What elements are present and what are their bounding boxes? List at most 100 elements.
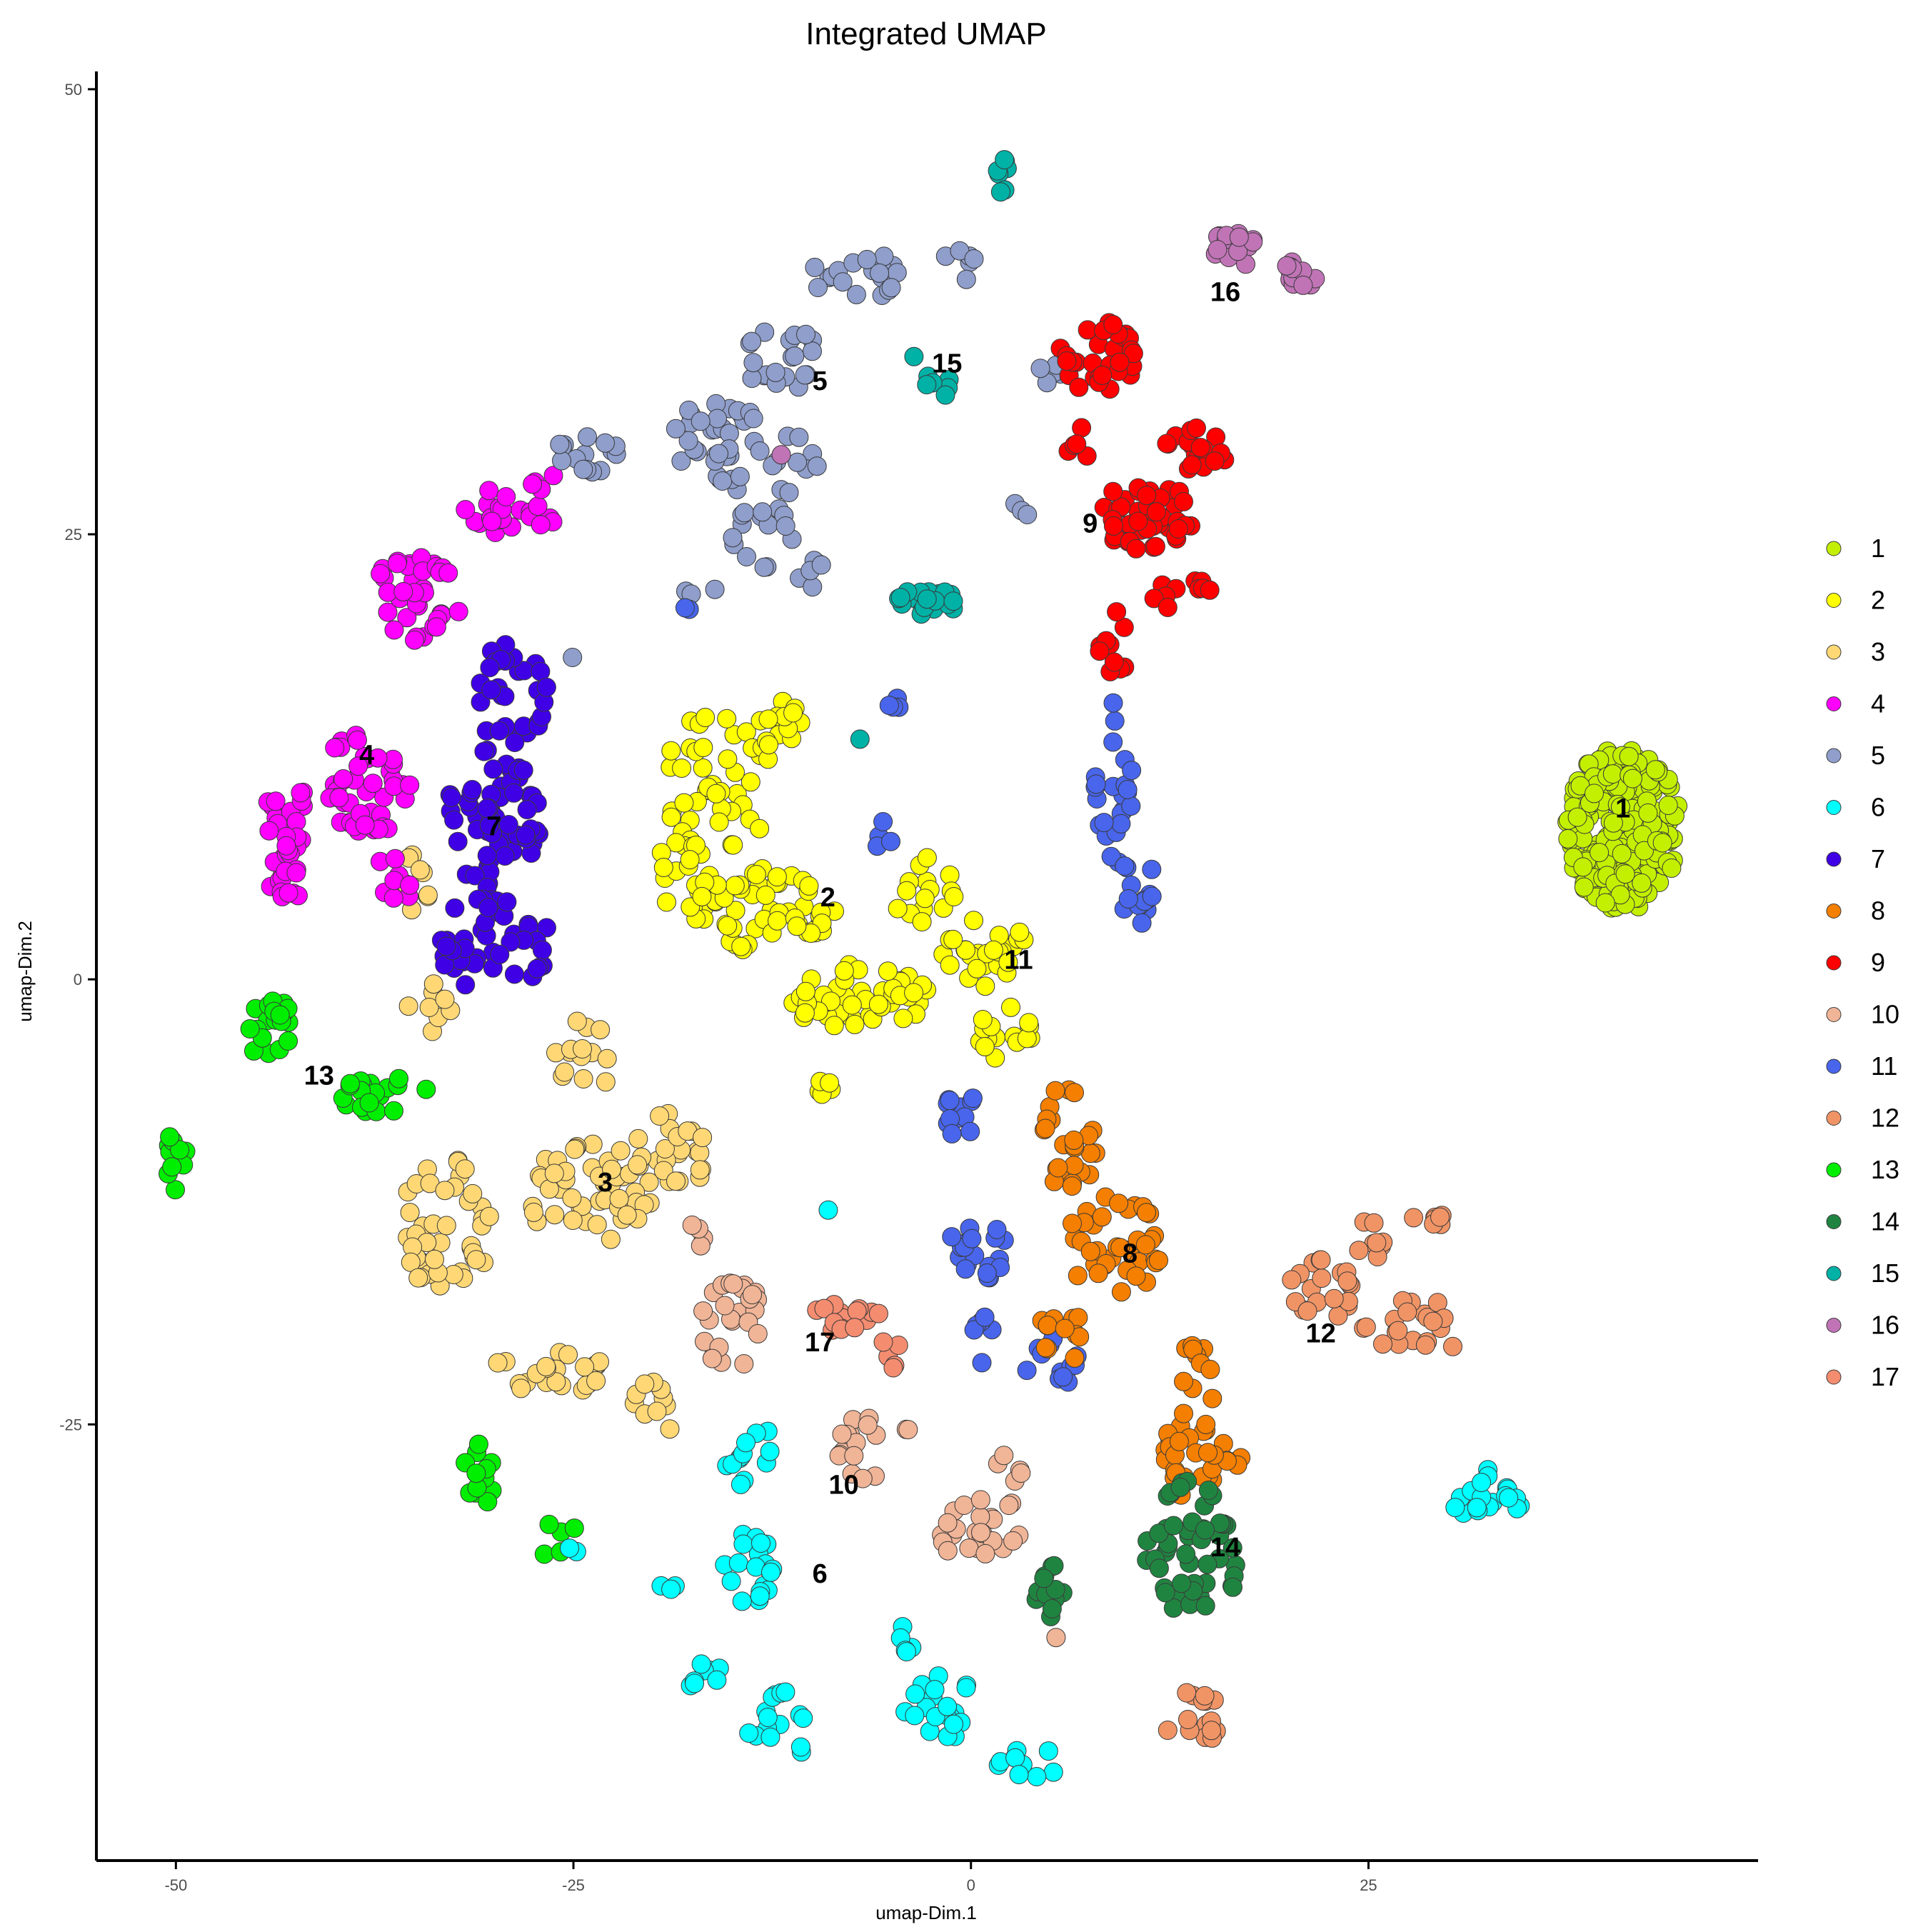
legend-label: 8 <box>1871 896 1885 926</box>
y-tick-label: 50 <box>65 81 82 99</box>
point-cluster-1 <box>1662 859 1682 878</box>
point-cluster-9 <box>1158 598 1178 617</box>
point-cluster-5 <box>730 466 750 486</box>
legend-item-5: 5 <box>1826 741 1885 770</box>
point-cluster-7 <box>462 780 482 799</box>
point-cluster-12 <box>1324 1288 1344 1308</box>
x-tick-label: -50 <box>164 1876 187 1894</box>
point-cluster-3 <box>523 1202 543 1222</box>
point-cluster-2 <box>964 911 983 931</box>
point-cluster-9 <box>1114 617 1134 637</box>
point-cluster-5 <box>563 648 583 667</box>
point-cluster-13 <box>359 1093 379 1113</box>
point-cluster-5 <box>550 434 570 454</box>
point-cluster-7 <box>465 866 485 886</box>
point-cluster-3 <box>635 1374 655 1394</box>
point-cluster-3 <box>602 1159 622 1179</box>
point-cluster-6 <box>897 1642 916 1662</box>
point-cluster-3 <box>573 1039 592 1058</box>
point-cluster-2 <box>842 995 862 1015</box>
point-cluster-9 <box>1072 418 1092 438</box>
point-cluster-2 <box>834 961 854 981</box>
point-cluster-13 <box>534 1544 554 1564</box>
point-cluster-7 <box>436 936 456 956</box>
point-cluster-2 <box>723 835 743 855</box>
point-cluster-5 <box>742 331 762 351</box>
cluster-label-10: 10 <box>828 1471 858 1501</box>
series-16 <box>771 224 1325 465</box>
point-cluster-6 <box>760 1727 780 1747</box>
point-cluster-4 <box>400 775 420 795</box>
point-cluster-11 <box>1115 856 1135 876</box>
legend-item-16: 16 <box>1826 1311 1899 1340</box>
point-cluster-2 <box>759 735 778 755</box>
point-cluster-4 <box>259 821 279 841</box>
legend-swatch <box>1826 1007 1842 1022</box>
point-cluster-5 <box>596 433 615 453</box>
point-cluster-8 <box>1203 1388 1222 1408</box>
point-cluster-4 <box>363 774 383 794</box>
point-cluster-17 <box>868 1303 888 1323</box>
point-cluster-2 <box>653 858 673 877</box>
point-cluster-3 <box>401 1252 421 1272</box>
point-cluster-11 <box>1103 693 1123 713</box>
series-9 <box>1050 313 1235 681</box>
legend-label: 10 <box>1871 1000 1899 1029</box>
point-cluster-3 <box>597 1048 617 1068</box>
point-cluster-8 <box>1126 1266 1146 1286</box>
point-cluster-3 <box>601 1229 621 1249</box>
point-cluster-2 <box>718 749 738 769</box>
point-cluster-1 <box>1558 829 1578 849</box>
point-cluster-4 <box>371 564 391 584</box>
point-cluster-2 <box>725 901 745 921</box>
point-cluster-7 <box>504 783 523 803</box>
point-cluster-8 <box>1065 1348 1085 1368</box>
point-cluster-8 <box>1068 1266 1088 1286</box>
point-cluster-13 <box>416 1079 436 1099</box>
point-cluster-10 <box>971 1523 990 1543</box>
point-cluster-9 <box>1090 641 1110 661</box>
point-cluster-3 <box>693 1128 713 1148</box>
legend-item-7: 7 <box>1826 844 1885 874</box>
point-cluster-14 <box>1155 1583 1175 1603</box>
legend-swatch <box>1826 1162 1842 1178</box>
point-cluster-1 <box>1612 844 1632 864</box>
point-cluster-1 <box>1645 760 1665 780</box>
point-cluster-6 <box>1445 1498 1465 1518</box>
point-cluster-8 <box>1174 1371 1193 1391</box>
point-cluster-6 <box>956 1678 976 1698</box>
legend-swatch <box>1826 955 1842 971</box>
legend-label: 6 <box>1871 793 1885 822</box>
point-cluster-4 <box>383 888 403 908</box>
point-cluster-7 <box>497 892 517 912</box>
point-cluster-3 <box>455 1159 475 1179</box>
point-cluster-16 <box>1207 240 1227 259</box>
point-cluster-7 <box>495 846 515 866</box>
y-tick-label: -25 <box>59 1416 82 1433</box>
legend-label: 2 <box>1871 586 1885 615</box>
legend-label: 3 <box>1871 637 1885 666</box>
point-cluster-8 <box>1149 1251 1168 1271</box>
point-cluster-1 <box>1573 857 1593 877</box>
point-cluster-11 <box>1094 813 1114 833</box>
point-cluster-1 <box>1585 784 1604 804</box>
point-cluster-9 <box>1205 451 1225 471</box>
point-cluster-2 <box>1001 997 1020 1017</box>
point-cluster-12 <box>1388 1321 1408 1341</box>
point-cluster-9 <box>1147 502 1166 522</box>
point-cluster-14 <box>1198 1481 1218 1500</box>
point-cluster-6 <box>736 1433 755 1453</box>
cluster-label-12: 12 <box>1305 1319 1335 1349</box>
point-cluster-3 <box>435 989 455 1009</box>
point-cluster-9 <box>1144 589 1164 609</box>
point-cluster-11 <box>972 1353 992 1373</box>
point-cluster-8 <box>1109 1193 1129 1213</box>
point-cluster-7 <box>513 760 533 780</box>
point-cluster-11 <box>873 812 893 831</box>
point-cluster-5 <box>803 577 823 597</box>
point-cluster-8 <box>1174 1403 1193 1423</box>
point-cluster-5 <box>833 272 853 292</box>
point-cluster-4 <box>393 581 413 601</box>
point-cluster-11 <box>1118 889 1138 909</box>
